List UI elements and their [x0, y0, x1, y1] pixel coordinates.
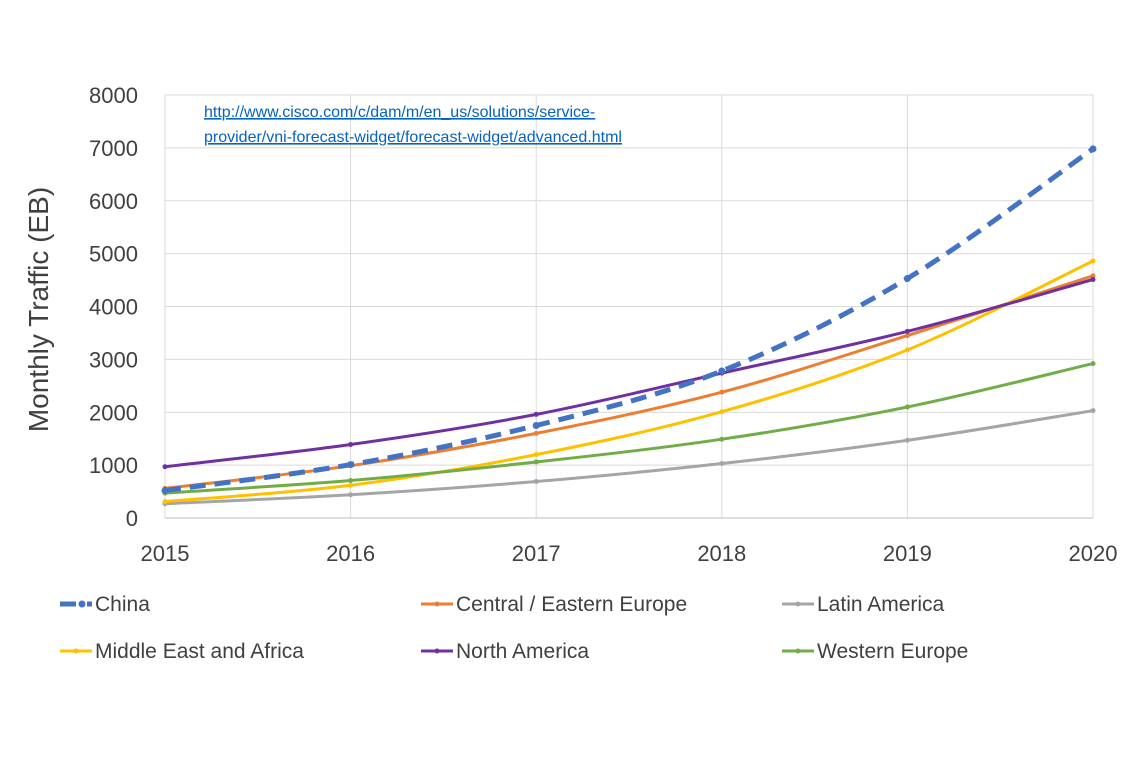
series-line-western-europe	[164, 362, 1094, 495]
y-tick-label: 6000	[89, 189, 138, 214]
data-point-central-eastern-europe	[904, 333, 910, 339]
source-link-line[interactable]: provider/vni-forecast-widget/forecast-wi…	[204, 129, 622, 146]
x-tick-label: 2020	[1069, 541, 1118, 566]
legend-marker	[434, 648, 440, 654]
axes: 0 1000 2000 3000 4000 5000 6000 7000 8000 2015 201…	[23, 83, 1117, 566]
source-annotation: http://www.cisco.com/c/dam/m/en_us/solut…	[204, 104, 622, 146]
series-line-north-america	[164, 278, 1094, 469]
legend-marker	[795, 648, 801, 654]
series-north-america	[162, 277, 1096, 470]
legend-item-north-america: North America	[421, 640, 589, 663]
data-point-central-eastern-europe	[1090, 273, 1096, 279]
legend: China Central / Eastern Europe Latin Ameri…	[60, 593, 968, 663]
series-line-china	[164, 146, 1095, 493]
data-point-latin-america	[719, 461, 725, 467]
data-point-latin-america	[1090, 408, 1096, 414]
data-point-western-europe	[719, 436, 725, 442]
legend-label: China	[95, 593, 150, 616]
legend-marker	[78, 600, 86, 608]
data-point-middle-east-and-africa	[162, 499, 168, 505]
data-point-latin-america	[348, 492, 354, 498]
series-western-europe	[162, 361, 1096, 496]
legend-label: Middle East and Africa	[95, 640, 304, 663]
series-lines	[161, 145, 1097, 507]
x-tick-label: 2019	[883, 541, 932, 566]
data-point-china	[161, 487, 169, 495]
legend-label: Central / Eastern Europe	[456, 593, 687, 616]
gridlines	[164, 94, 1094, 518]
data-point-north-america	[1090, 277, 1096, 283]
data-point-china	[347, 461, 355, 469]
legend-item-middle-east-and-africa: Middle East and Africa	[60, 640, 304, 663]
data-point-western-europe	[1090, 361, 1096, 367]
x-tick-label: 2016	[326, 541, 375, 566]
data-point-china	[1089, 145, 1097, 153]
data-point-north-america	[904, 328, 910, 334]
legend-item-central-eastern-europe: Central / Eastern Europe	[421, 593, 687, 616]
data-point-china	[903, 274, 911, 282]
series-line-middle-east-and-africa	[164, 259, 1094, 504]
legend-label: Latin America	[817, 593, 945, 616]
y-tick-label: 3000	[89, 347, 138, 372]
data-point-middle-east-and-africa	[348, 482, 354, 488]
data-point-central-eastern-europe	[533, 430, 539, 436]
y-tick-label: 0	[126, 506, 138, 531]
y-tick-label: 8000	[89, 83, 138, 108]
legend-label: North America	[456, 640, 589, 663]
x-tick-label: 2015	[141, 541, 190, 566]
data-point-latin-america	[904, 437, 910, 443]
x-tick-label: 2017	[512, 541, 561, 566]
source-link-line[interactable]: http://www.cisco.com/c/dam/m/en_us/solut…	[204, 104, 595, 121]
legend-item-western-europe: Western Europe	[782, 640, 968, 663]
data-point-china	[718, 367, 726, 375]
data-point-middle-east-and-africa	[904, 347, 910, 353]
data-point-north-america	[162, 464, 168, 470]
data-point-latin-america	[533, 479, 539, 485]
data-point-north-america	[533, 411, 539, 417]
legend-marker	[73, 648, 79, 654]
series-line-latin-america	[164, 409, 1094, 506]
legend-item-latin-america: Latin America	[782, 593, 945, 616]
y-tick-label: 5000	[89, 242, 138, 267]
series-line-central-eastern-europe	[164, 274, 1094, 490]
y-tick-label: 4000	[89, 295, 138, 320]
y-axis-title: Monthly Traffic (EB)	[23, 187, 54, 432]
legend-marker	[434, 601, 440, 607]
x-tick-label: 2018	[697, 541, 746, 566]
y-tick-label: 1000	[89, 453, 138, 478]
y-tick-label: 2000	[89, 400, 138, 425]
data-point-china	[532, 421, 540, 429]
series-china	[161, 145, 1097, 495]
data-point-middle-east-and-africa	[719, 409, 725, 415]
data-point-western-europe	[533, 459, 539, 465]
series-central-eastern-europe	[162, 273, 1096, 491]
legend-marker	[795, 601, 801, 607]
data-point-middle-east-and-africa	[533, 452, 539, 458]
data-point-north-america	[348, 442, 354, 448]
series-middle-east-and-africa	[162, 258, 1096, 505]
data-point-middle-east-and-africa	[1090, 258, 1096, 264]
data-point-central-eastern-europe	[719, 389, 725, 395]
y-tick-label: 7000	[89, 136, 138, 161]
legend-item-china: China	[60, 593, 150, 616]
legend-label: Western Europe	[817, 640, 968, 663]
data-point-western-europe	[348, 477, 354, 483]
data-point-western-europe	[904, 404, 910, 410]
